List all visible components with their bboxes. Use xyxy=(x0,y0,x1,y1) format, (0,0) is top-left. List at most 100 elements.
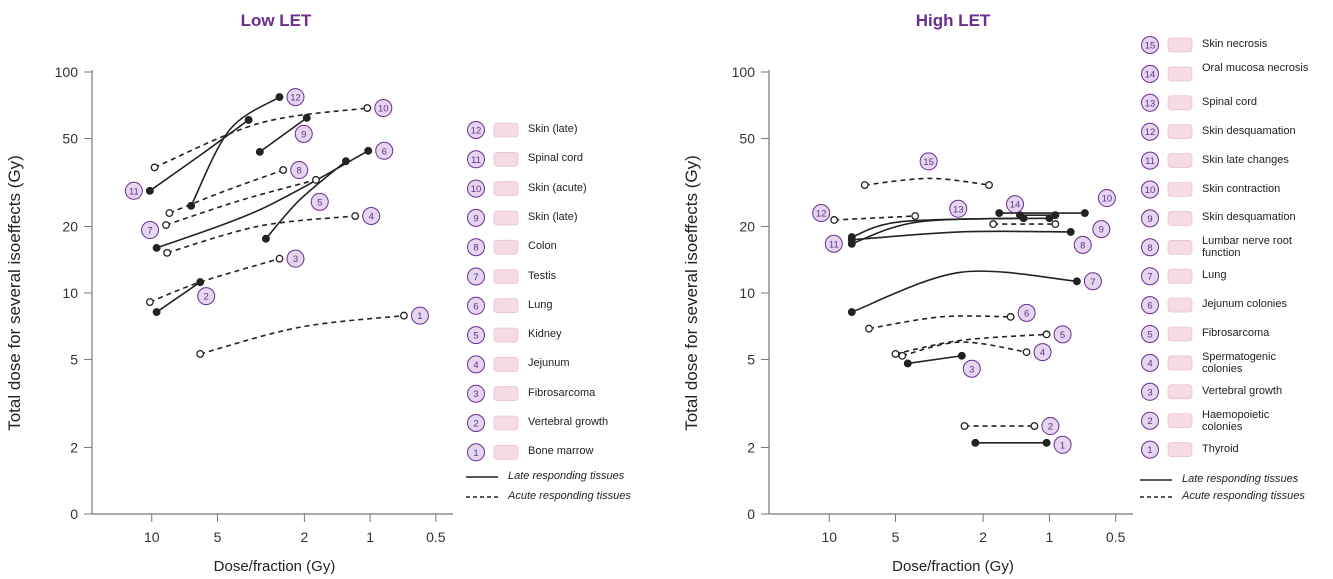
legend-icon xyxy=(493,181,519,196)
number-label: 12 xyxy=(816,208,827,219)
legend-number: 8 xyxy=(473,243,478,254)
curve xyxy=(156,150,369,249)
end-marker xyxy=(351,212,360,220)
chart-title: Low LET xyxy=(241,11,312,30)
end-marker xyxy=(152,308,161,316)
legend-label: Skin contraction xyxy=(1202,182,1281,195)
number-label: 9 xyxy=(1099,225,1104,236)
legend-style-label: Acute responding tissues xyxy=(1182,490,1305,502)
end-marker xyxy=(1042,330,1051,339)
number-label: 3 xyxy=(293,254,298,265)
legend-icon xyxy=(1167,37,1193,53)
legend-badge xyxy=(467,414,485,432)
legend-number: 13 xyxy=(1145,98,1156,109)
legend-badge xyxy=(467,384,485,403)
legend-badge xyxy=(467,443,485,462)
legend-label: Bone marrow xyxy=(528,445,594,458)
legend-label: Skin (acute) xyxy=(528,181,587,194)
end-marker xyxy=(1016,211,1024,220)
legend-label: Testis xyxy=(528,269,557,282)
end-marker xyxy=(364,146,373,155)
legend-icon xyxy=(493,239,519,255)
y-axis-title: Total dose for several isoeffects (Gy) xyxy=(682,155,701,431)
x-tick-label: 10 xyxy=(821,529,837,545)
end-marker xyxy=(995,209,1004,218)
end-marker xyxy=(1051,211,1060,220)
legend-label: Jejunum colonies xyxy=(1202,298,1287,311)
curve xyxy=(169,169,284,214)
number-badge xyxy=(1073,235,1092,254)
end-marker xyxy=(150,163,159,172)
legend-number: 10 xyxy=(471,184,482,195)
legend-number: 2 xyxy=(1147,416,1152,427)
end-marker xyxy=(911,212,920,220)
number-label: 4 xyxy=(369,212,374,223)
legend-number: 7 xyxy=(1147,272,1152,283)
legend-badge xyxy=(467,355,485,374)
legend-style-label: Acute responding tissues xyxy=(508,490,631,502)
legend-badge xyxy=(1141,382,1159,401)
legend-number: 4 xyxy=(1147,358,1152,369)
legend-label: Colon xyxy=(528,240,557,253)
y-tick-label: 2 xyxy=(70,439,78,455)
legend-badge xyxy=(1141,238,1159,257)
curve xyxy=(851,270,1077,313)
number-label: 6 xyxy=(382,146,387,157)
legend-number: 1 xyxy=(1147,445,1152,456)
legend-number: 6 xyxy=(1147,301,1152,312)
curve xyxy=(199,314,405,355)
legend-icon xyxy=(1167,95,1193,111)
curve xyxy=(154,107,368,169)
legend-style-label: Late responding tissues xyxy=(1182,473,1299,485)
legend-badge xyxy=(1141,180,1159,199)
legend-badge xyxy=(467,267,485,286)
legend-label: Jejunum xyxy=(528,357,570,370)
number-badge xyxy=(919,152,938,171)
number-label: 15 xyxy=(923,157,934,168)
end-marker xyxy=(261,234,270,243)
legend-label: Haemopoietic colonies xyxy=(1202,408,1270,433)
legend-number: 1 xyxy=(473,448,478,459)
curve xyxy=(149,257,280,303)
number-badge xyxy=(310,192,329,211)
end-marker xyxy=(1051,220,1060,229)
legend-badge xyxy=(1141,296,1159,315)
legend-icon xyxy=(1167,182,1193,197)
y-tick-label: 100 xyxy=(55,64,79,80)
legend-icon xyxy=(1167,326,1193,342)
legend-label: Spinal cord xyxy=(1202,95,1258,108)
end-marker xyxy=(145,186,154,195)
number-badge xyxy=(1083,272,1102,291)
legend-label: Skin (late) xyxy=(528,210,578,223)
legend-label: Lumbar nerve root function xyxy=(1202,235,1292,260)
legend-label: Oral mucosa necrosis xyxy=(1202,61,1309,74)
legend-badge xyxy=(1141,267,1159,286)
y-tick-label: 20 xyxy=(739,218,755,234)
legend-icon xyxy=(1167,268,1193,284)
end-marker xyxy=(165,209,174,218)
legend-icon xyxy=(493,122,519,138)
number-label: 2 xyxy=(204,292,209,303)
legend-number: 2 xyxy=(473,419,478,430)
end-marker xyxy=(847,308,856,316)
x-tick-label: 10 xyxy=(144,529,160,545)
legend-label: Lung xyxy=(528,298,553,311)
x-tick-label: 5 xyxy=(892,529,900,545)
end-marker xyxy=(1080,209,1089,218)
end-marker xyxy=(830,216,839,224)
legend-icon xyxy=(1167,297,1193,313)
legend-label: Vertebral growth xyxy=(1202,384,1283,397)
y-tick-label: 10 xyxy=(739,285,755,301)
legend-icon xyxy=(493,269,519,284)
legend-label: Skin late changes xyxy=(1202,153,1289,166)
number-badge xyxy=(1033,343,1052,362)
end-marker xyxy=(865,324,873,333)
x-tick-label: 1 xyxy=(366,529,374,545)
number-badge xyxy=(1041,417,1060,436)
end-marker xyxy=(891,349,900,358)
end-marker xyxy=(989,220,998,229)
legend-badge xyxy=(467,296,485,315)
end-marker xyxy=(163,248,172,257)
number-badge xyxy=(1053,325,1072,344)
number-label: 8 xyxy=(297,166,302,177)
